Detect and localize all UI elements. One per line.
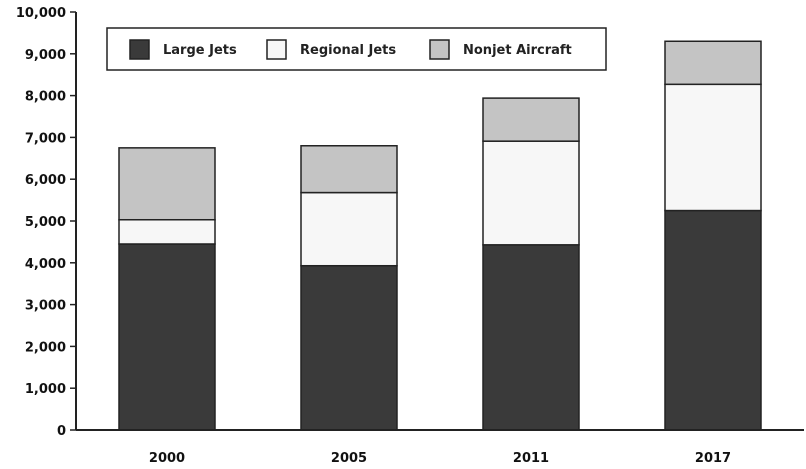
- y-tick-label: 8,000: [25, 90, 66, 105]
- legend-swatch-regional-jets: [266, 39, 287, 60]
- y-tick-label: 6,000: [25, 173, 66, 188]
- y-tick-label: 10,000: [16, 6, 66, 21]
- y-tick-label: 4,000: [25, 257, 66, 272]
- bar-regional-jets-2000: [118, 218, 216, 245]
- legend-swatch-large-jets: [129, 39, 150, 60]
- legend-label: Nonjet Aircraft: [463, 43, 572, 58]
- legend-label: Regional Jets: [300, 43, 396, 58]
- x-tick-label: 2005: [331, 451, 367, 466]
- legend: Large Jets Regional Jets Nonjet Aircraft: [106, 27, 607, 71]
- y-tick-label: 9,000: [25, 48, 66, 63]
- bar-large-jets-2005: [300, 264, 398, 431]
- bar-nonjet-aircraft-2017: [664, 40, 762, 86]
- legend-label: Large Jets: [163, 43, 237, 58]
- x-tick-label: 2000: [149, 451, 185, 466]
- bar-large-jets-2017: [664, 209, 762, 431]
- bar-regional-jets-2011: [482, 140, 580, 246]
- bar-nonjet-aircraft-2011: [482, 97, 580, 142]
- bar-nonjet-aircraft-2000: [118, 147, 216, 221]
- y-tick-label: 5,000: [25, 215, 66, 230]
- bars-group: [118, 40, 762, 431]
- bar-large-jets-2000: [118, 243, 216, 431]
- y-tick-label: 7,000: [25, 131, 66, 146]
- legend-box: [106, 27, 607, 71]
- bar-regional-jets-2017: [664, 83, 762, 212]
- y-tick-label: 3,000: [25, 299, 66, 314]
- x-tick-label: 2011: [513, 451, 549, 466]
- y-tick-label: 1,000: [25, 382, 66, 397]
- legend-swatch-nonjet-aircraft: [429, 39, 450, 60]
- y-tick-label: 0: [57, 424, 66, 439]
- axes-group: 2000 2005 2011 2017 0 1,000 2,000 3,000 4,000 5,0…: [16, 6, 804, 466]
- bar-regional-jets-2005: [300, 191, 398, 267]
- bar-large-jets-2011: [482, 244, 580, 431]
- y-tick-label: 2,000: [25, 340, 66, 355]
- bar-nonjet-aircraft-2005: [300, 145, 398, 194]
- x-tick-label: 2017: [695, 451, 731, 466]
